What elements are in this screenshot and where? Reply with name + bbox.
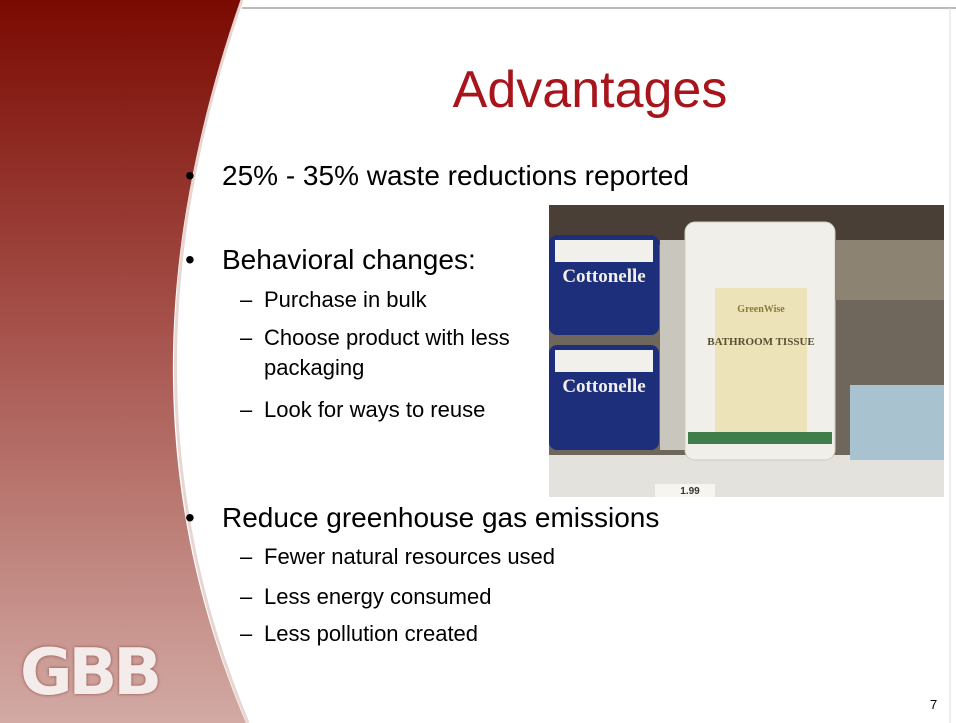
photo-label: 1.99: [680, 486, 700, 497]
pack-band: [555, 240, 653, 262]
sub-dash: –: [240, 397, 253, 422]
sub-text: Purchase in bulk: [264, 287, 427, 312]
price-tag: [655, 484, 715, 497]
bullet-dot: •: [185, 160, 195, 191]
bullet-dot: •: [185, 502, 195, 533]
sub-dash: –: [240, 325, 253, 350]
panel-edge: [174, 0, 250, 723]
sub-text: Less pollution created: [264, 621, 479, 646]
left-panel: [0, 0, 246, 723]
shelf: [549, 455, 944, 497]
sub-dash: –: [240, 287, 253, 312]
pack-band: [555, 350, 653, 372]
photo-label: BATHROOM TISSUE: [707, 336, 814, 348]
sub-dash: –: [240, 544, 253, 569]
sub-dash: –: [240, 584, 253, 609]
bullet-text: 25% - 35% waste reductions reported: [222, 160, 689, 191]
bullet-text: Behavioral changes:: [222, 244, 476, 275]
photo-label: GreenWise: [737, 304, 785, 315]
pack-label: [715, 288, 807, 438]
bullet-text: Reduce greenhouse gas emissions: [222, 502, 660, 533]
sub-text: Choose product with less packaging: [264, 325, 510, 380]
pack-stripe: [688, 432, 832, 444]
sub-text: Fewer natural resources used: [264, 544, 556, 569]
slide-title: Advantages: [452, 61, 728, 119]
photo: Cottonelle Cottonelle GreenWise BATHROOM TI…: [549, 205, 944, 497]
photo-label: Cottonelle: [562, 376, 645, 397]
tissue-box: [850, 385, 944, 460]
photo-label: Cottonelle: [562, 266, 645, 287]
bullet-dot: •: [185, 244, 195, 275]
sub-text: Less energy consumed: [264, 584, 492, 609]
sub-dash: –: [240, 621, 253, 646]
page-number: 7: [930, 697, 938, 712]
sub-text: Look for ways to reuse: [264, 397, 486, 422]
back-box: [835, 240, 944, 300]
logo: GBB: [20, 636, 162, 710]
